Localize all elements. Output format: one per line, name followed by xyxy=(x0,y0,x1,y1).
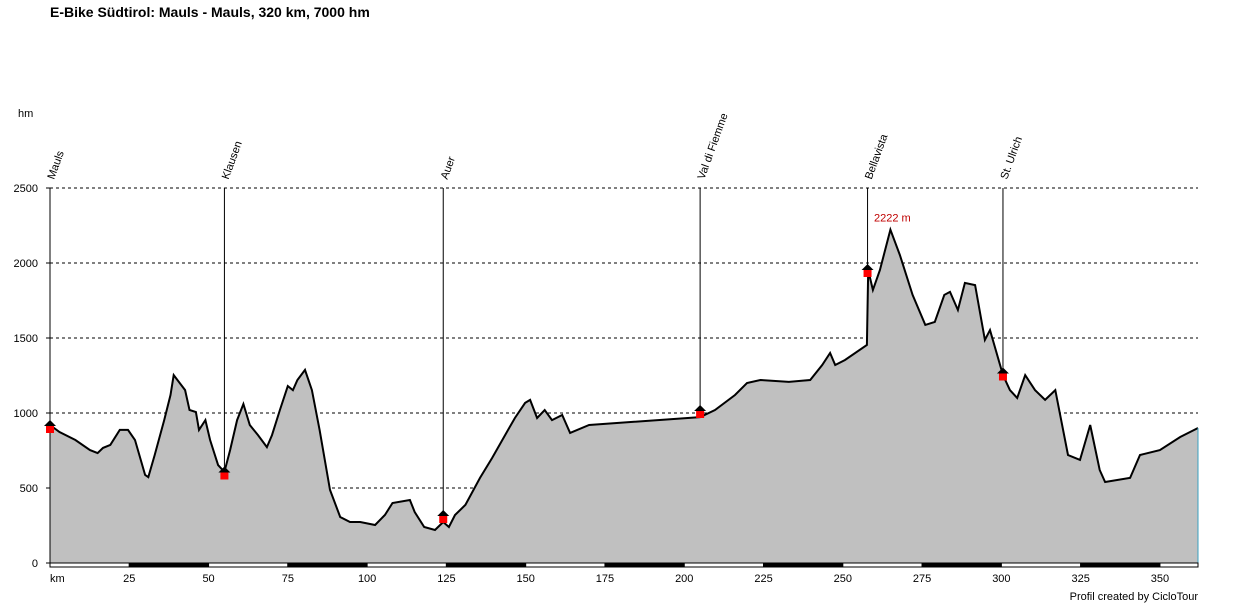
x-axis-segment xyxy=(1080,562,1161,568)
waypoint-house-icon xyxy=(439,516,448,523)
waypoint-house-icon xyxy=(46,426,54,433)
x-axis-segment xyxy=(921,562,1002,568)
x-tick-label: 25 xyxy=(123,573,135,585)
waypoint-label: Val di Fiemme xyxy=(696,112,731,181)
x-tick-label: 300 xyxy=(992,573,1010,585)
x-axis-segment xyxy=(128,562,210,568)
x-tick-label: 325 xyxy=(1071,573,1089,585)
x-axis-segment xyxy=(208,562,289,568)
x-axis-segment xyxy=(683,562,765,568)
waypoint-label: Mauls xyxy=(46,149,67,181)
x-axis-segment xyxy=(525,562,606,568)
waypoint-house-roof-icon xyxy=(437,510,450,516)
x-tick-label: 350 xyxy=(1151,573,1169,585)
x-tick-label: 150 xyxy=(517,573,535,585)
x-axis-segment xyxy=(842,562,923,568)
waypoint-house-roof-icon xyxy=(44,420,56,426)
waypoint-label: Klausen xyxy=(220,140,245,181)
waypoint-house-icon xyxy=(998,373,1007,381)
waypoint-label: Bellavista xyxy=(863,132,891,181)
x-axis-segment xyxy=(763,562,844,568)
waypoint-house-roof-icon xyxy=(694,405,707,411)
waypoint-house-roof-icon xyxy=(996,367,1009,374)
x-tick-label: 200 xyxy=(675,573,693,585)
x-axis-label: km xyxy=(50,573,65,585)
x-axis-segment xyxy=(445,562,527,568)
y-tick-label: 2000 xyxy=(14,258,38,270)
x-axis-segment xyxy=(604,562,685,568)
waypoint-house-icon xyxy=(220,472,229,480)
waypoint-house-roof-icon xyxy=(218,466,231,473)
x-axis-segment xyxy=(366,562,447,568)
x-tick-label: 225 xyxy=(754,573,772,585)
x-axis-segment xyxy=(1000,562,1082,568)
x-axis-segment xyxy=(287,562,368,568)
x-tick-label: 175 xyxy=(596,573,614,585)
profile-area xyxy=(50,229,1198,563)
waypoint-label: St. Ulrich xyxy=(999,135,1026,181)
y-tick-label: 1500 xyxy=(14,333,38,345)
waypoint-house-icon xyxy=(696,411,705,418)
y-tick-label: 1000 xyxy=(14,408,38,420)
x-tick-label: 275 xyxy=(913,573,931,585)
x-axis-segment xyxy=(1159,562,1199,568)
x-axis-segment xyxy=(49,562,130,568)
credit-text: Profil created by CicloTour xyxy=(1070,591,1199,603)
x-tick-label: 125 xyxy=(437,573,455,585)
y-tick-label: 0 xyxy=(32,558,38,570)
x-tick-label: 50 xyxy=(202,573,214,585)
x-tick-label: 100 xyxy=(358,573,376,585)
x-tick-label: 250 xyxy=(834,573,852,585)
waypoint-house-roof-icon xyxy=(861,264,874,270)
y-axis-label: hm xyxy=(18,108,33,120)
waypoint-label: Auer xyxy=(439,155,458,181)
y-tick-label: 500 xyxy=(20,483,38,495)
x-tick-label: 75 xyxy=(282,573,294,585)
chart-title: E-Bike Südtirol: Mauls - Mauls, 320 km, … xyxy=(50,4,370,20)
y-tick-label: 2500 xyxy=(14,183,38,195)
profile-line xyxy=(49,226,1199,532)
waypoint-house-icon xyxy=(863,270,872,277)
peak-annotation: 2222 m xyxy=(874,213,911,225)
